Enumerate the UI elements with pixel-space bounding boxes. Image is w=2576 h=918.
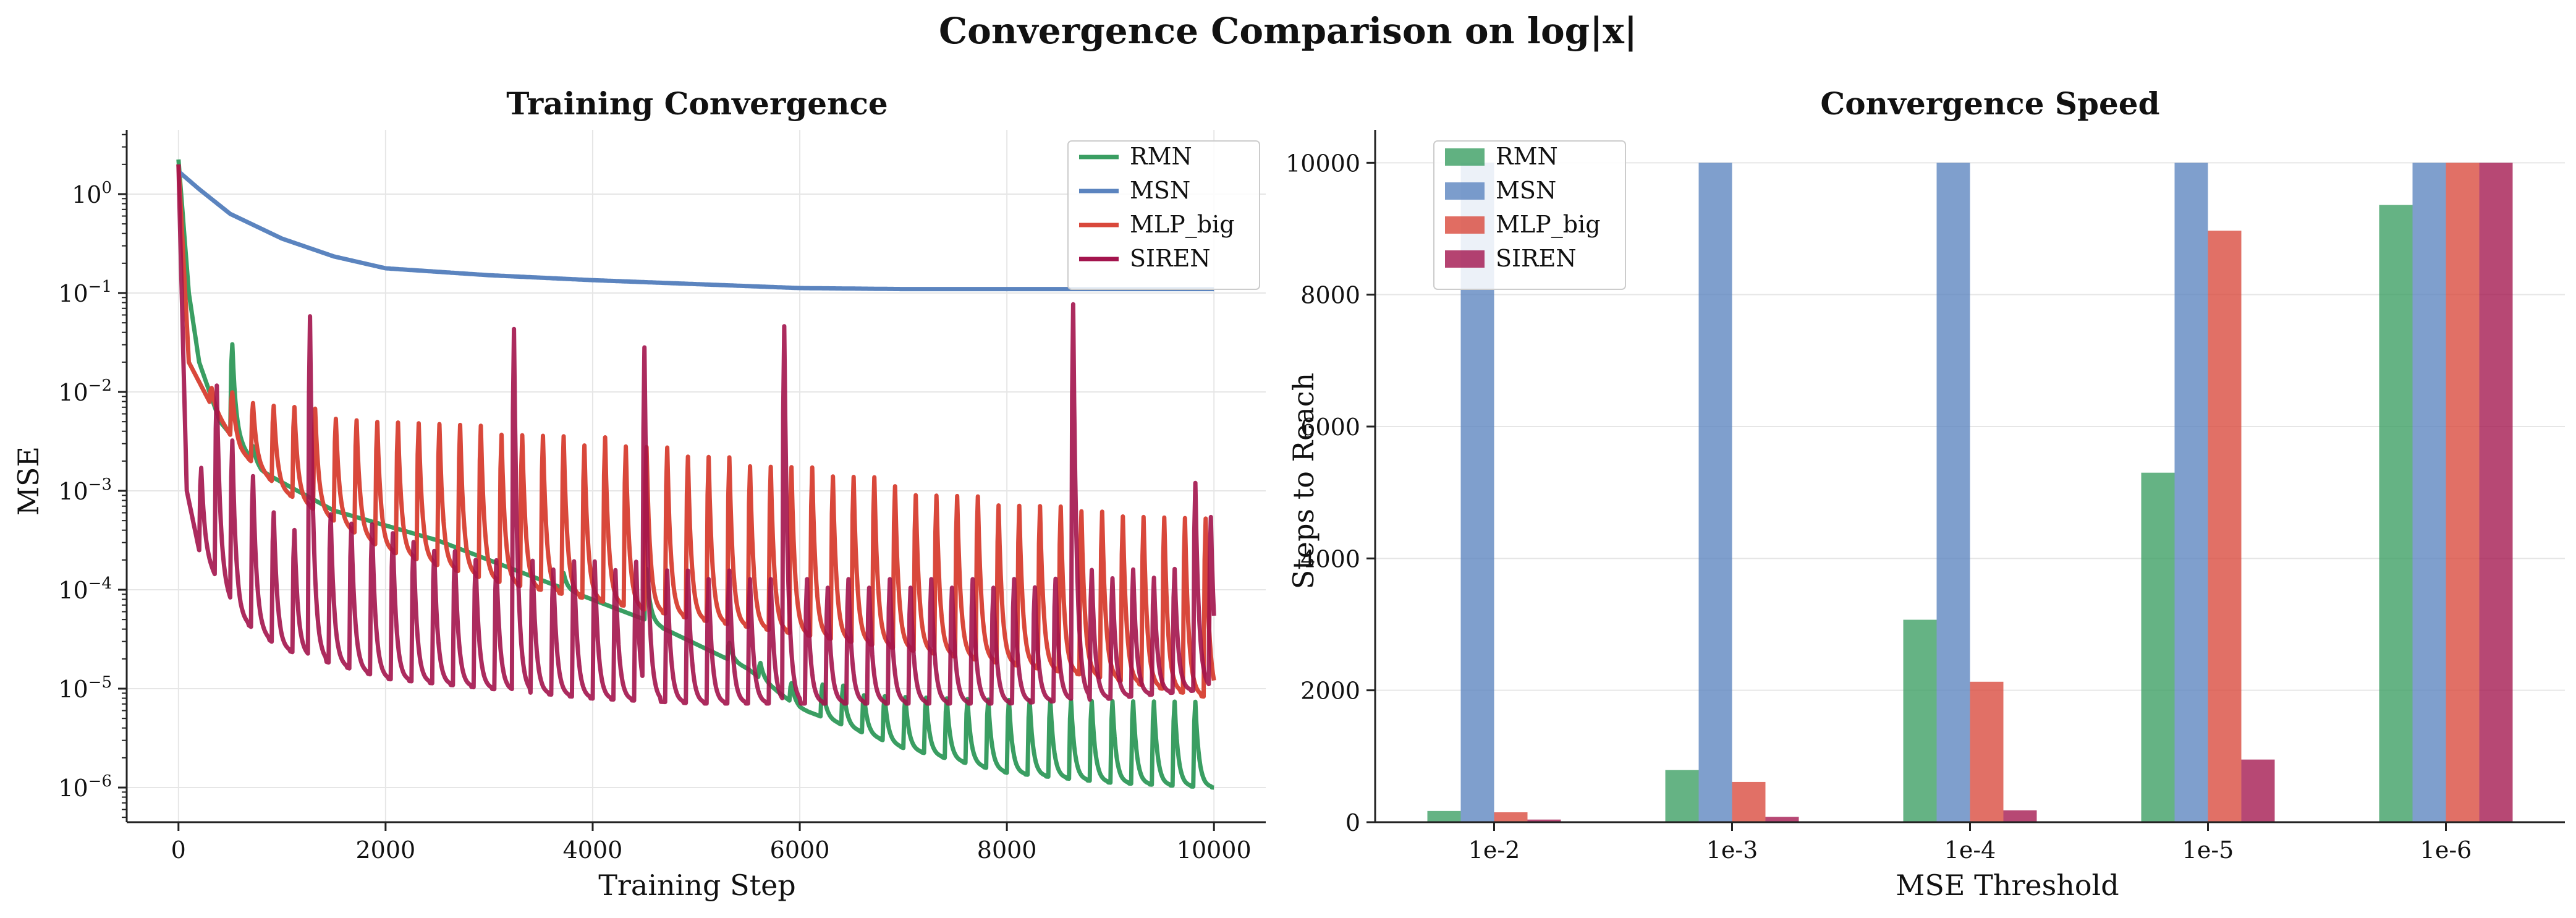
right-legend-swatch-msn (1445, 182, 1485, 200)
bar-rmn-1e-3 (1665, 770, 1699, 822)
left-y-tick-label: 10−5 (58, 673, 112, 703)
left-y-tick-label: 100 (72, 179, 112, 208)
right-x-tick-label: 1e-4 (1944, 836, 1996, 864)
figure-suptitle: Convergence Comparison on log|x| (939, 10, 1637, 52)
left-legend-label-msn: MSN (1130, 177, 1190, 204)
right-x-tick-label: 1e-2 (1468, 836, 1520, 864)
left-y-tick-label: 10−1 (58, 278, 112, 307)
right-legend-swatch-rmn (1445, 148, 1485, 166)
bar-msn-1e-4 (1936, 163, 1970, 822)
left-y-tick-label: 10−6 (58, 772, 112, 802)
series-line-rmn (176, 159, 1216, 790)
right-x-axis-label: MSE Threshold (1896, 869, 2119, 902)
left-y-tick-label: 10−4 (58, 574, 112, 604)
right-y-tick-label: 8000 (1300, 282, 1360, 309)
left-x-tick-label: 10000 (1177, 836, 1252, 864)
bar-rmn-1e-4 (1903, 619, 1937, 822)
bar-mlp_big-1e-6 (2446, 163, 2480, 822)
bar-msn-1e-3 (1698, 163, 1732, 822)
left-y-tick-label: 10−2 (58, 376, 112, 406)
right-x-tick-label: 1e-5 (2182, 836, 2234, 864)
left-plot-area (176, 159, 1216, 790)
bar-mlp_big-1e-3 (1732, 781, 1766, 822)
right-legend-label-msn: MSN (1496, 177, 1556, 204)
left-x-tick-label: 6000 (770, 836, 830, 864)
right-legend-label-mlp_big: MLP_big (1496, 211, 1601, 239)
left-x-tick-label: 4000 (563, 836, 623, 864)
series-line-siren (176, 164, 1216, 706)
bar-rmn-1e-5 (2141, 472, 2175, 822)
bar-siren-1e-3 (1765, 817, 1799, 822)
bar-msn-1e-5 (2174, 163, 2208, 822)
left-legend-label-mlp_big: MLP_big (1130, 211, 1235, 239)
right-x-tick-label: 1e-3 (1706, 836, 1758, 864)
bar-siren-1e-2 (1527, 819, 1561, 822)
left-legend-label-rmn: RMN (1130, 143, 1192, 170)
bar-msn-1e-6 (2412, 163, 2446, 822)
right-y-tick-label: 10000 (1286, 150, 1360, 177)
left-x-tick-label: 8000 (977, 836, 1037, 864)
bar-siren-1e-6 (2479, 163, 2513, 822)
bar-siren-1e-4 (2003, 810, 2037, 822)
left-x-axis-label: Training Step (598, 869, 796, 902)
bar-rmn-1e-6 (2379, 205, 2413, 823)
right-x-tick-label: 1e-6 (2420, 836, 2472, 864)
right-y-tick-label: 4000 (1300, 545, 1360, 572)
bar-mlp_big-1e-5 (2208, 231, 2242, 822)
left-y-axis-label: MSE (12, 446, 45, 516)
left-chart-title: Training Convergence (506, 85, 888, 122)
right-legend-label-siren: SIREN (1496, 245, 1577, 272)
right-legend-swatch-mlp_big (1445, 216, 1485, 234)
bar-rmn-1e-2 (1427, 810, 1461, 822)
right-y-tick-label: 6000 (1300, 414, 1360, 441)
right-y-tick-label: 0 (1345, 809, 1360, 836)
right-legend-label-rmn: RMN (1496, 143, 1558, 170)
bar-mlp_big-1e-4 (1970, 681, 2004, 822)
right-chart-title: Convergence Speed (1820, 85, 2159, 122)
bar-mlp_big-1e-2 (1494, 812, 1528, 822)
left-x-tick-label: 0 (171, 836, 186, 864)
left-x-tick-label: 2000 (356, 836, 416, 864)
left-y-tick-label: 10−3 (58, 475, 112, 505)
right-y-tick-label: 2000 (1300, 678, 1360, 705)
left-legend-label-siren: SIREN (1130, 245, 1211, 272)
right-legend-swatch-siren (1445, 250, 1485, 268)
right-y-axis-label: Steps to Reach (1287, 373, 1320, 589)
series-line-msn (177, 169, 1216, 292)
bar-siren-1e-5 (2241, 759, 2275, 822)
left-legend-box (1067, 140, 1260, 290)
